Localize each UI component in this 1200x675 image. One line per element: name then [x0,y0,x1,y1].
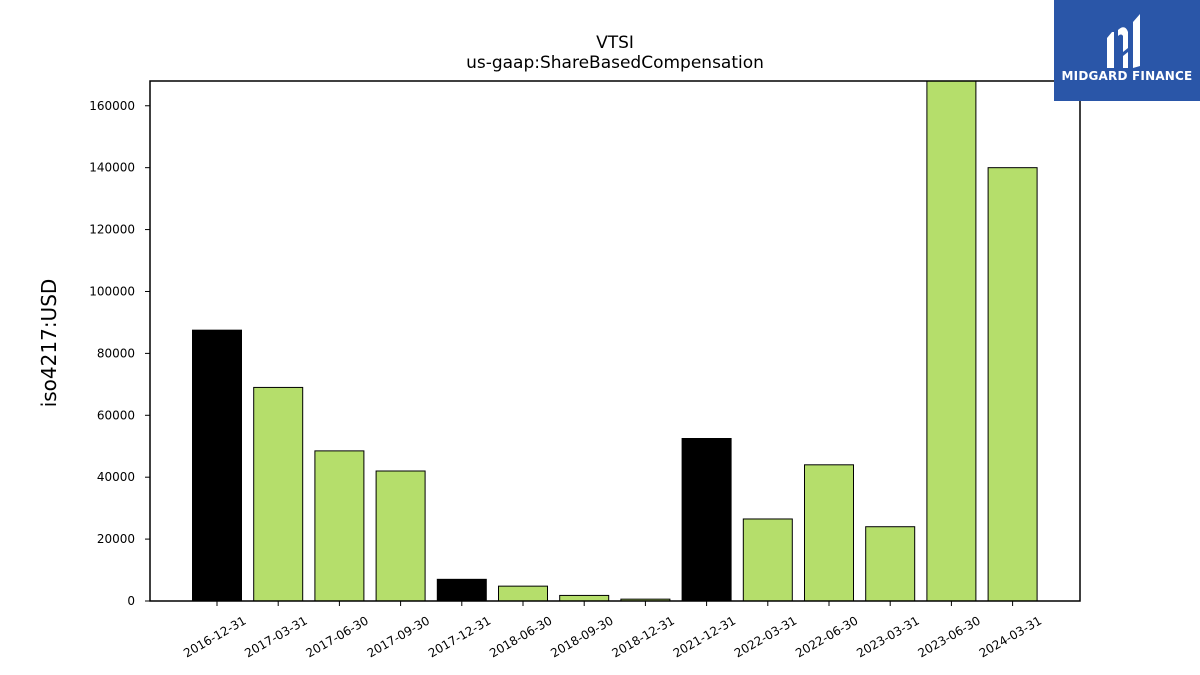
x-tick-label: 2024-03-31 [977,613,1044,660]
bar-2022-06-30 [804,464,854,602]
bars-group [192,80,1038,602]
x-tick-label: 2018-06-30 [487,613,554,660]
bar-2017-09-30 [375,470,426,602]
y-tick-label: 100000 [89,284,135,298]
y-tick-label: 40000 [97,470,135,484]
bar-2017-03-31 [253,386,304,602]
y-tick-label: 60000 [97,408,135,422]
bar-2018-09-30 [559,594,610,602]
x-tick-label: 2018-09-30 [548,613,615,660]
midgard-finance-logo: MIDGARD FINANCE [1054,0,1200,101]
bar-2021-12-31 [681,438,732,602]
y-tick-label: 20000 [97,532,135,546]
x-tick-label: 2017-06-30 [303,613,370,660]
x-tick-label: 2022-06-30 [793,613,860,660]
y-tick-label: 160000 [89,99,135,113]
y-tick-label: 80000 [97,346,135,360]
y-tick-label: 120000 [89,223,135,237]
x-tick-label: 2022-03-31 [732,613,799,660]
x-tick-label: 2018-12-31 [609,613,676,660]
chart-subtitle: us-gaap:ShareBasedCompensation [466,53,764,73]
bar-2022-03-31 [742,518,793,602]
bar-2017-12-31 [436,578,487,602]
logo-text: MIDGARD FINANCE [1061,69,1193,83]
bar-2017-06-30 [314,450,365,602]
y-tick-label: 0 [127,594,135,608]
plot-frame [149,80,1081,602]
y-axis: 0 20000 40000 60000 80000 100000 120000 140000 1… [89,99,150,608]
x-tick-label: 2017-03-31 [242,613,309,660]
y-axis-label: iso4217:USD [37,279,61,408]
x-axis: 2016-12-312017-03-312017-06-302017-09-30… [181,601,1044,660]
y-tick-label: 140000 [89,161,135,175]
x-tick-label: 2016-12-31 [181,613,248,660]
x-tick-label: 2021-12-31 [671,613,738,660]
x-tick-label: 2023-03-31 [854,613,921,660]
chart-title: VTSI [596,33,634,53]
logo-mark-icon [1107,14,1140,68]
bar-2016-12-31 [192,329,242,602]
x-tick-label: 2017-09-30 [365,613,432,660]
bar-2023-06-30 [926,80,977,602]
bar-2024-03-31 [987,167,1038,602]
bar-2023-03-31 [865,526,916,602]
bar-2018-06-30 [498,585,548,602]
x-tick-label: 2017-12-31 [426,613,493,660]
x-tick-label: 2023-06-30 [915,613,982,660]
